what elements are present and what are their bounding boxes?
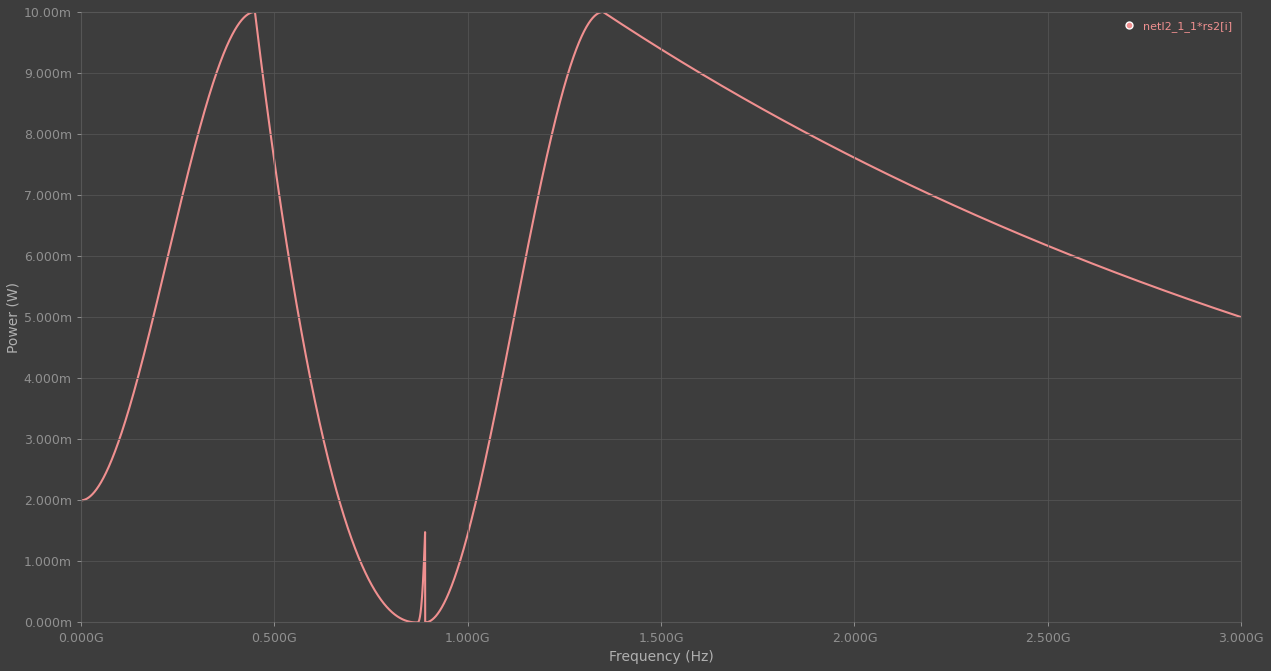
X-axis label: Frequency (Hz): Frequency (Hz) bbox=[609, 650, 713, 664]
Y-axis label: Power (W): Power (W) bbox=[6, 282, 20, 353]
Legend: netI2_1_1*rs2[i]: netI2_1_1*rs2[i] bbox=[1115, 17, 1235, 35]
